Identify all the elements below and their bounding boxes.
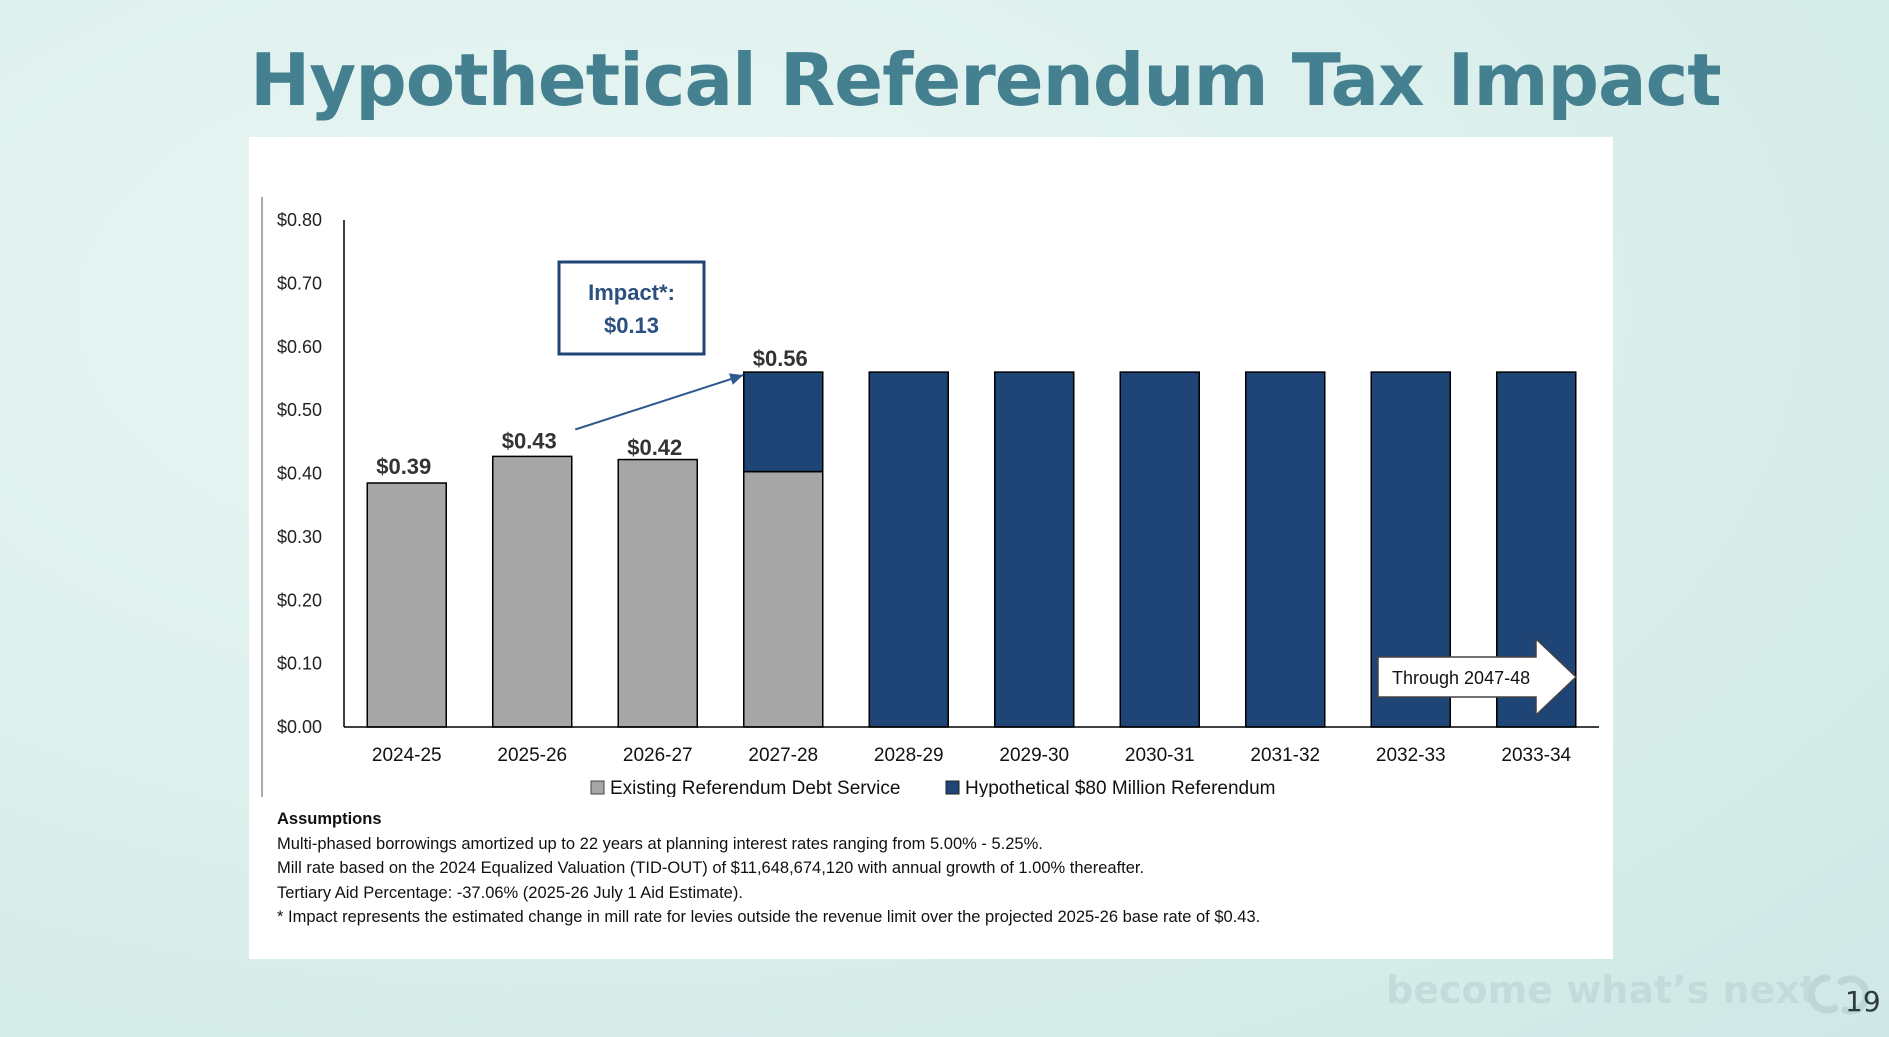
y-tick-label: $0.50 — [277, 400, 322, 420]
assumptions-block: Assumptions Multi-phased borrowings amor… — [277, 807, 1577, 930]
x-tick-label: 2025-26 — [497, 745, 567, 766]
bar-hypothetical — [1245, 371, 1326, 728]
slide-title: Hypothetical Referendum Tax Impact — [250, 38, 1722, 122]
impact-callout-value: $0.13 — [604, 313, 659, 338]
bar-existing — [366, 482, 447, 728]
impact-callout-box — [557, 260, 706, 356]
y-tick-label: $0.00 — [277, 717, 322, 737]
x-tick-label: 2030-31 — [1125, 745, 1195, 766]
bar-hypothetical — [994, 371, 1075, 728]
y-tick-label: $0.70 — [277, 273, 322, 293]
x-tick-label: 2032-33 — [1376, 745, 1446, 766]
through-arrow-shape — [1377, 637, 1578, 717]
bar-hypothetical — [1119, 371, 1200, 728]
x-tick-label: 2028-29 — [874, 745, 944, 766]
assumption-line: Mill rate based on the 2024 Equalized Va… — [277, 859, 1145, 877]
assumptions-heading: Assumptions — [277, 810, 382, 828]
data-label: $0.43 — [502, 428, 557, 453]
x-tick-label: 2029-30 — [999, 745, 1069, 766]
y-tick-label: $0.30 — [277, 527, 322, 547]
assumption-line: * Impact represents the estimated change… — [277, 908, 1261, 926]
y-tick-label: $0.80 — [277, 210, 322, 230]
impact-arrow-line — [574, 374, 744, 431]
chart-panel: $0.00 $0.10 $0.20 $0.30 $0.40 $0.50 $0.60 $0.70… — [249, 137, 1613, 959]
x-tick-label: 2031-32 — [1250, 745, 1320, 766]
x-tick-label: 2024-25 — [372, 745, 442, 766]
assumption-line: Tertiary Aid Percentage: -37.06% (2025-2… — [277, 883, 743, 902]
y-tick-label: $0.40 — [277, 464, 322, 484]
data-label: $0.39 — [376, 454, 431, 479]
bar-hypothetical — [743, 371, 824, 473]
x-tick-label: 2033-34 — [1501, 745, 1571, 766]
page-number: 19 — [1845, 985, 1881, 1018]
bar-existing — [617, 458, 698, 728]
legend-label-existing: Existing Referendum Debt Service — [610, 778, 900, 797]
impact-callout-label: Impact*: — [588, 280, 675, 305]
x-tick-label: 2026-27 — [623, 745, 693, 766]
brand-logo-icon — [1807, 974, 1870, 1015]
bar-hypothetical — [868, 371, 949, 728]
y-tick-label: $0.10 — [277, 654, 322, 674]
y-tick-label: $0.20 — [277, 590, 322, 610]
legend-label-hypothetical: Hypothetical $80 Million Referendum — [965, 778, 1276, 797]
assumption-line: Multi-phased borrowings amortized up to … — [277, 834, 1043, 853]
bar-chart: $0.00 $0.10 $0.20 $0.30 $0.40 $0.50 $0.60 $0.70… — [261, 197, 1599, 797]
y-tick-label: $0.60 — [277, 337, 322, 357]
brand-tagline: become what’s next — [1386, 968, 1818, 1012]
bar-existing — [492, 455, 573, 728]
legend-swatch-existing — [590, 780, 605, 795]
impact-arrow-head — [729, 373, 744, 385]
legend-swatch-hypothetical — [945, 780, 960, 795]
through-arrow-label: Through 2047-48 — [1392, 668, 1530, 688]
x-tick-label: 2027-28 — [748, 745, 818, 766]
data-label: $0.42 — [627, 435, 682, 460]
data-label: $0.56 — [753, 346, 808, 371]
bar-existing — [743, 470, 824, 728]
